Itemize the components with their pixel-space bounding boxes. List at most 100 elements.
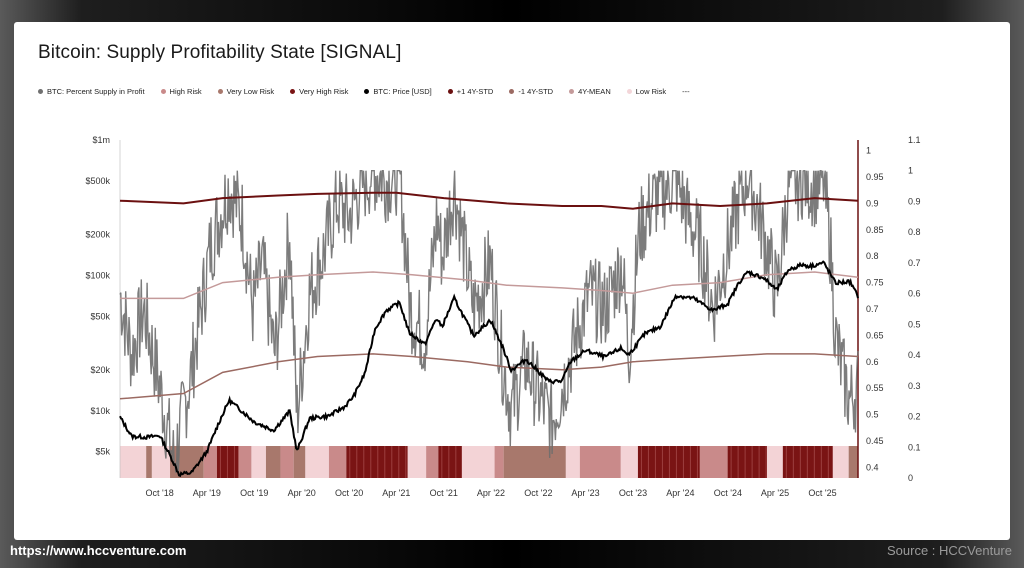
signal-band bbox=[407, 446, 427, 478]
legend-label: --- bbox=[682, 86, 690, 96]
y-mid-tick-label: 0.6 bbox=[866, 357, 879, 367]
y-mid-tick-label: 0.9 bbox=[866, 198, 879, 208]
legend-item[interactable]: -1 4Y-STD bbox=[509, 87, 553, 96]
signal-band bbox=[251, 446, 266, 478]
y-mid-tick-label: 0.65 bbox=[866, 330, 884, 340]
x-tick-label: Oct '20 bbox=[335, 488, 363, 498]
x-tick-label: Apr '19 bbox=[193, 488, 221, 498]
y-mid-tick-label: 0.5 bbox=[866, 410, 879, 420]
y-mid-tick-label: 0.45 bbox=[866, 436, 884, 446]
signal-band-stripe bbox=[758, 446, 760, 478]
legend-item[interactable]: BTC: Price [USD] bbox=[364, 86, 432, 96]
signal-band bbox=[426, 446, 439, 478]
signal-band-stripe bbox=[792, 446, 794, 478]
legend-label: -1 4Y-STD bbox=[518, 86, 554, 96]
x-tick-label: Apr '25 bbox=[761, 488, 789, 498]
signal-band-stripe bbox=[813, 446, 815, 478]
y-mid-tick-label: 0.95 bbox=[866, 172, 884, 182]
signal-band bbox=[203, 446, 217, 478]
y-mid-tick-label: 0.85 bbox=[866, 225, 884, 235]
signal-band-stripe bbox=[765, 446, 767, 478]
x-tick-label: Apr '22 bbox=[477, 488, 505, 498]
signal-band bbox=[503, 446, 566, 478]
legend-item[interactable]: +1 4Y-STD bbox=[447, 87, 493, 96]
legend-item[interactable]: Very High Risk bbox=[290, 87, 348, 96]
y-left-tick-label: $50k bbox=[90, 311, 110, 321]
signal-band-stripe bbox=[696, 446, 698, 478]
legend-dot-icon bbox=[364, 88, 370, 94]
legend-item[interactable]: Very Low Risk bbox=[217, 86, 275, 96]
signal-band-stripe bbox=[730, 446, 732, 478]
signal-band-stripe bbox=[737, 446, 739, 478]
y-right-tick-label: 0.6 bbox=[908, 289, 921, 299]
y-left-tick-label: $1m bbox=[92, 135, 110, 145]
x-tick-label: Oct '21 bbox=[430, 488, 458, 498]
signal-band bbox=[832, 446, 849, 478]
x-tick-label: Oct '25 bbox=[808, 488, 836, 498]
y-right-tick-label: 1.1 bbox=[908, 135, 921, 145]
legend-dot-icon bbox=[509, 88, 515, 94]
signal-band-stripe bbox=[799, 446, 801, 478]
signal-band-stripe bbox=[363, 446, 365, 478]
signal-band-stripe bbox=[405, 446, 407, 478]
y-mid-tick-label: 0.75 bbox=[866, 278, 884, 288]
signal-band-stripe bbox=[675, 446, 677, 478]
signal-band-stripe bbox=[647, 446, 649, 478]
signal-band bbox=[782, 446, 833, 478]
chart-plot: $1m $500k $200k $100k $50k $20k $10k $5k 1 0.95 0.… bbox=[85, 135, 921, 498]
signal-band-stripe bbox=[820, 446, 822, 478]
y-mid-tick-label: 0.8 bbox=[866, 251, 879, 261]
y-left-tick-label: $500k bbox=[85, 176, 110, 186]
x-tick-label: Apr '23 bbox=[571, 488, 599, 498]
signal-band-stripe bbox=[377, 446, 379, 478]
signal-band-stripe bbox=[668, 446, 670, 478]
legend-dot-icon bbox=[626, 88, 632, 94]
legend-dot-icon bbox=[38, 88, 43, 94]
y-right-tick-label: 0.4 bbox=[908, 350, 921, 360]
website-link[interactable]: https://www.hccventure.com bbox=[10, 543, 187, 558]
legend-label: Low Risk bbox=[635, 86, 667, 96]
legend-item[interactable]: Low Risk bbox=[626, 86, 667, 96]
signal-band-stripe bbox=[441, 446, 443, 478]
legend-label: 4Y-MEAN bbox=[578, 86, 611, 96]
signal-band-stripe bbox=[233, 446, 235, 478]
y-right-tick-label: 1 bbox=[908, 166, 913, 176]
signal-band bbox=[238, 446, 252, 478]
legend-item[interactable]: BTC: Percent Supply in Profit bbox=[38, 87, 145, 96]
signal-band bbox=[328, 446, 347, 478]
chart-title: Bitcoin: Supply Profitability State [SIG… bbox=[38, 42, 402, 63]
signal-band-stripe bbox=[356, 446, 358, 478]
signal-band bbox=[461, 446, 495, 478]
y-left-tick-label: $5k bbox=[95, 447, 110, 457]
signal-band bbox=[120, 446, 147, 478]
chart-card: Bitcoin: Supply Profitability State [SIG… bbox=[14, 22, 1010, 540]
legend-dot-icon bbox=[160, 88, 166, 94]
y-left-tick-label: $100k bbox=[85, 270, 110, 280]
legend-item[interactable]: High Risk bbox=[160, 86, 202, 96]
legend-label: Very Low Risk bbox=[226, 86, 275, 96]
series-mean-line bbox=[120, 271, 859, 300]
series-btc-price-line bbox=[119, 260, 859, 478]
signal-band-stripe bbox=[751, 446, 753, 478]
legend-label: High Risk bbox=[169, 86, 202, 96]
legend-dot-icon bbox=[569, 88, 575, 94]
signal-band bbox=[848, 446, 858, 478]
series-minus-std-line bbox=[119, 353, 859, 400]
signal-band-stripe bbox=[370, 446, 372, 478]
signal-band bbox=[146, 446, 152, 478]
signal-band bbox=[265, 446, 281, 478]
signal-band-stripe bbox=[806, 446, 808, 478]
signal-band bbox=[305, 446, 329, 478]
x-tick-label: Apr '20 bbox=[288, 488, 316, 498]
signal-band-stripe bbox=[661, 446, 663, 478]
signal-band bbox=[620, 446, 638, 478]
signal-band-stripe bbox=[744, 446, 746, 478]
legend-item[interactable]: 4Y-MEAN bbox=[569, 87, 611, 96]
signal-band-stripe bbox=[827, 446, 829, 478]
legend-label: BTC: Percent Supply in Profit bbox=[47, 86, 145, 96]
legend-item[interactable]: --- bbox=[682, 87, 690, 96]
legend-label: BTC: Price [USD] bbox=[373, 86, 432, 96]
signal-band bbox=[293, 446, 306, 478]
signal-band-stripe bbox=[785, 446, 787, 478]
x-tick-label: Apr '24 bbox=[666, 488, 694, 498]
